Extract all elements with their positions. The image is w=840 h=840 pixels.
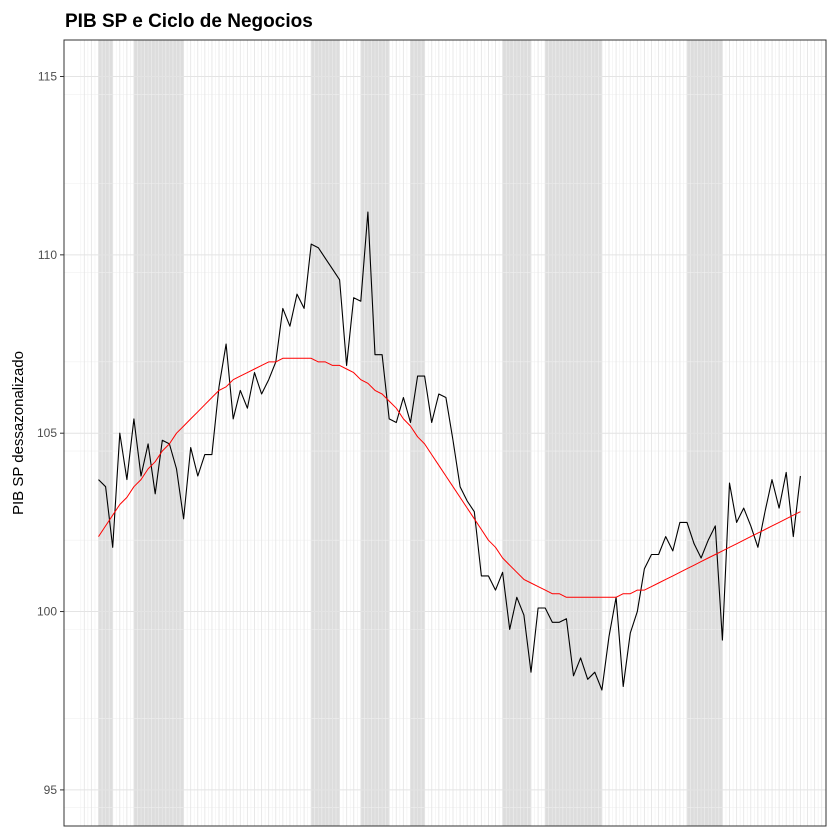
y-tick-label: 100 <box>37 605 57 619</box>
y-axis-ticks: 95 100 105 110 115 <box>37 70 64 797</box>
gridlines <box>64 40 826 826</box>
trend-series-line <box>98 357 801 598</box>
chart-title: PIB SP e Ciclo de Negocios <box>65 11 313 32</box>
plot-panel-border <box>63 39 827 827</box>
y-tick-label: 110 <box>38 248 57 262</box>
y-tick-label: 95 <box>44 783 58 797</box>
series-lines <box>98 211 801 691</box>
gdp-series-line <box>98 211 801 691</box>
y-tick-label: 115 <box>38 70 57 84</box>
y-axis-label: PIB SP dessazonalizado <box>10 351 27 515</box>
y-tick-label: 105 <box>37 426 57 440</box>
